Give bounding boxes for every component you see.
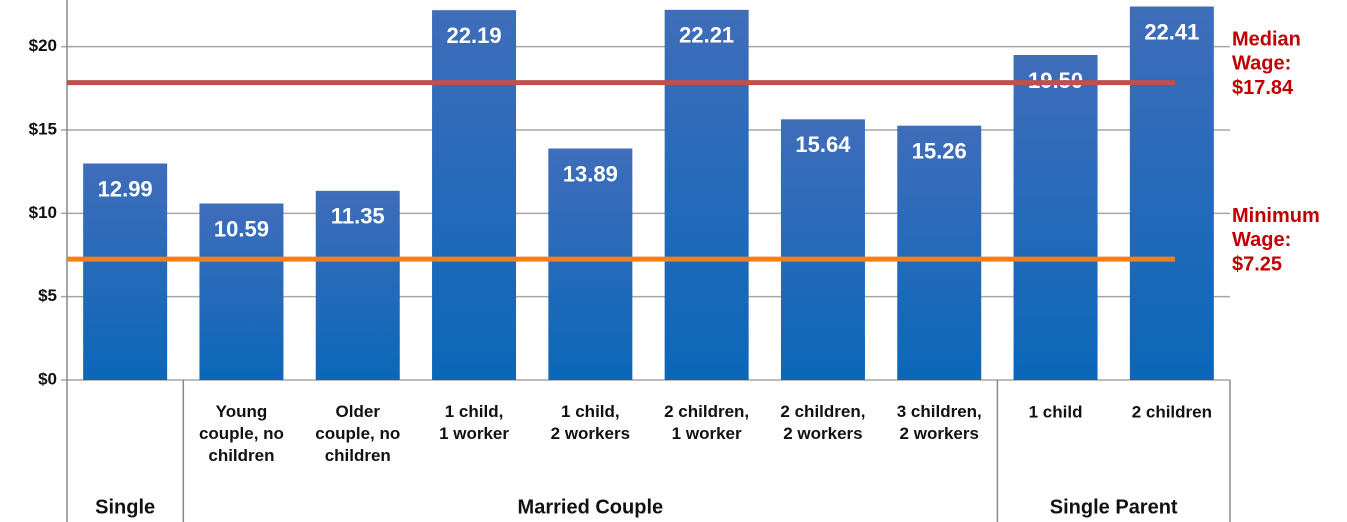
x-tick-label: Older couple, no children [315, 402, 400, 465]
value-label: 12.99 [98, 176, 153, 201]
bar [432, 10, 517, 381]
x-tick-label: 1 child, 2 workers [551, 402, 630, 443]
x-tick-label: Young couple, no children [199, 402, 284, 465]
bar [315, 190, 400, 380]
y-tick-label: $0 [38, 369, 57, 388]
value-label: 22.21 [679, 23, 734, 48]
y-tick-label: $5 [38, 286, 57, 305]
reference-value: $17.84 [1232, 77, 1294, 99]
x-tick-label: 1 child, 1 worker [439, 402, 509, 443]
y-tick-label: $10 [29, 203, 57, 222]
bar [83, 163, 168, 380]
x-tick-label: 1 child [1029, 402, 1083, 421]
value-label: 15.64 [795, 132, 851, 157]
reference-name: Minimum Wage: [1232, 205, 1320, 251]
x-tick-label: 2 children [1132, 402, 1212, 421]
x-tick-label: 3 children, 2 workers [897, 402, 982, 443]
bar [664, 9, 749, 380]
bar [199, 203, 284, 380]
group-label: Single Parent [1050, 496, 1178, 518]
bar [548, 148, 633, 380]
x-tick-label: 2 children, 2 workers [780, 402, 865, 443]
bar [1013, 55, 1098, 380]
group-label: Single [95, 496, 155, 518]
value-label: 22.41 [1144, 19, 1199, 44]
value-label: 10.59 [214, 216, 269, 241]
x-tick-label: 2 children, 1 worker [664, 402, 749, 443]
bar [897, 125, 982, 381]
value-label: 22.19 [447, 23, 502, 48]
y-tick-label: $15 [29, 119, 57, 138]
reference-name: Median Wage: [1232, 29, 1301, 75]
bar [780, 119, 865, 380]
reference-value: $7.25 [1232, 253, 1282, 275]
group-label: Married Couple [518, 496, 664, 518]
value-label: 13.89 [563, 161, 618, 186]
value-label: 15.26 [912, 138, 967, 163]
value-label: 11.35 [331, 204, 385, 229]
bar [1129, 6, 1214, 380]
y-tick-label: $20 [29, 36, 57, 55]
